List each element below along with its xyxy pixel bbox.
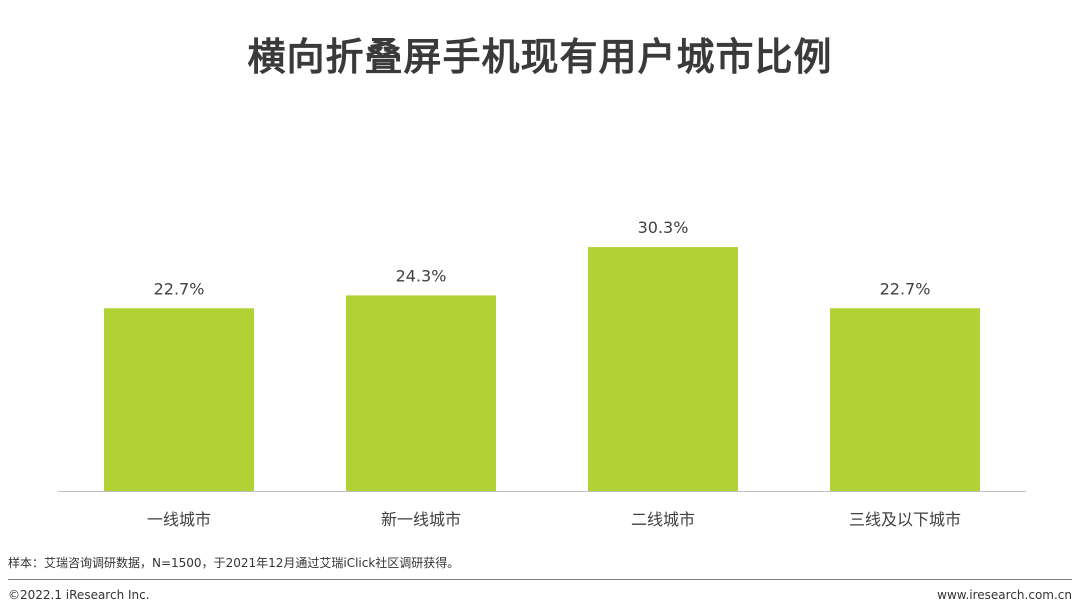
bar	[346, 295, 496, 491]
data-label: 30.3%	[638, 218, 689, 237]
x-tick-label: 一线城市	[147, 510, 211, 529]
copyright-text: ©2022.1 iResearch Inc.	[8, 588, 150, 602]
bar	[830, 308, 980, 491]
data-label: 22.7%	[154, 279, 205, 298]
x-tick-label: 三线及以下城市	[849, 510, 961, 529]
bar	[588, 247, 738, 491]
data-label: 24.3%	[396, 266, 447, 285]
chart-title: 横向折叠屏手机现有用户城市比例	[247, 35, 833, 79]
footer-divider	[8, 579, 1072, 580]
bar	[104, 308, 254, 491]
x-tick-label: 新一线城市	[381, 510, 461, 529]
data-label: 22.7%	[880, 279, 931, 298]
x-tick-label: 二线城市	[631, 510, 695, 529]
sample-note: 样本：艾瑞咨询调研数据，N=1500，于2021年12月通过艾瑞iClick社区…	[8, 556, 460, 570]
website-url: www.iresearch.com.cn	[937, 588, 1072, 602]
